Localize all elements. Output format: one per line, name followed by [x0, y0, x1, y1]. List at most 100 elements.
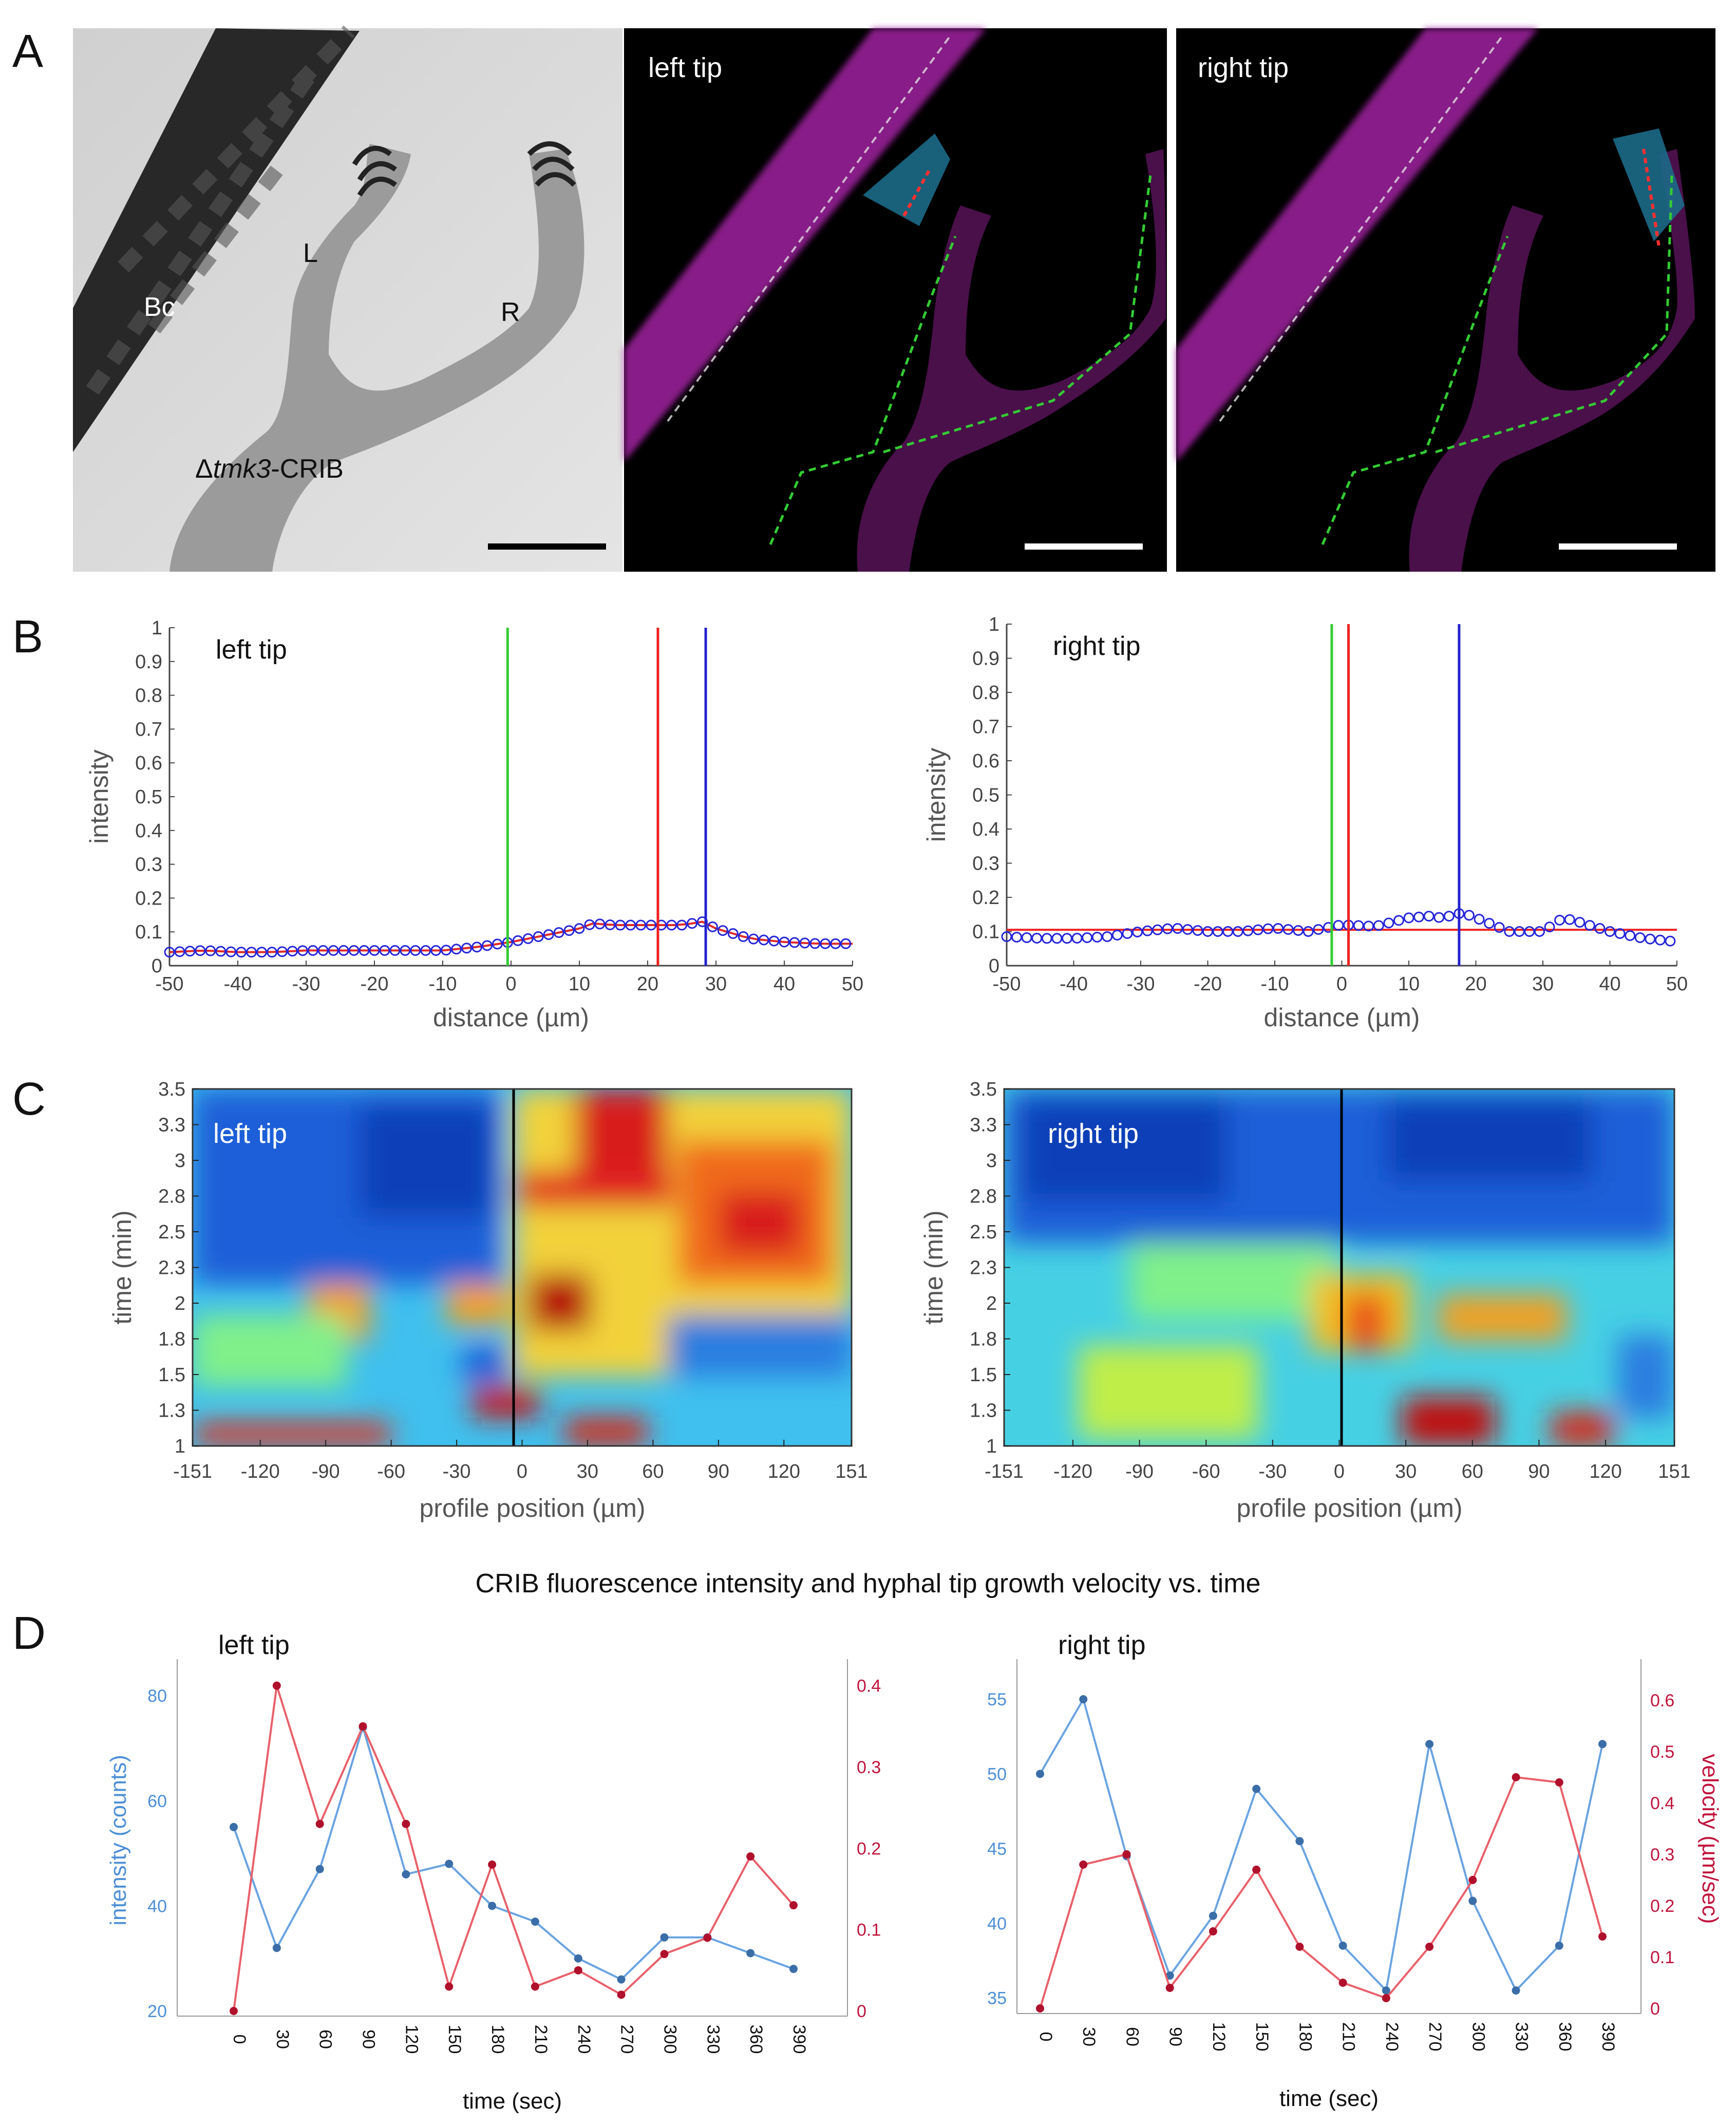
y-tick-label: 2.5	[158, 1221, 185, 1243]
data-point	[287, 946, 298, 957]
data-point	[1654, 934, 1666, 946]
x-tick-label: -60	[377, 1461, 405, 1482]
label-bc: Bc	[144, 292, 175, 322]
kymograph-left: left tip	[192, 1088, 853, 1447]
intensity-point	[1079, 1695, 1088, 1704]
intensity-point	[1512, 1986, 1520, 1995]
x-tick-label: 60	[1462, 1461, 1483, 1482]
velocity-point	[230, 2007, 238, 2015]
data-point	[533, 931, 544, 942]
data-point	[195, 945, 206, 956]
data-point	[1282, 924, 1294, 935]
data-point	[1102, 931, 1113, 942]
data-point	[1142, 925, 1153, 936]
data-point	[1423, 911, 1435, 922]
data-point	[830, 938, 841, 949]
x-tick-label: 60	[316, 2029, 335, 2049]
data-point	[297, 945, 308, 956]
velocity-point	[746, 1852, 755, 1861]
x-tick-label: 30	[273, 2029, 292, 2049]
y-tick-label: 1.8	[970, 1329, 997, 1350]
panel-letter-b: B	[12, 611, 43, 663]
data-point	[563, 925, 575, 936]
velocity-point	[1209, 1927, 1217, 1935]
intensity-point	[660, 1933, 669, 1942]
y-tick-label: 1	[152, 617, 162, 639]
data-point	[1041, 933, 1052, 944]
left-tick-label: 50	[987, 1765, 1007, 1784]
kymograph-right: right tip	[1003, 1088, 1675, 1447]
intensity-point	[1598, 1740, 1607, 1748]
x-tick-label: 0	[1036, 2032, 1055, 2042]
left-axis-label: intensity (counts)	[106, 1755, 131, 1926]
y-tick-label: 2.3	[158, 1257, 185, 1279]
y-tick-label: 3.3	[158, 1115, 185, 1136]
x-tick-label: 90	[1166, 2027, 1185, 2046]
y-tick-label: 0.2	[135, 888, 162, 909]
x-tick-label: 330	[1512, 2022, 1532, 2052]
intensity-point	[488, 1902, 497, 1910]
x-tick-label: 60	[642, 1461, 664, 1482]
velocity-point	[315, 1819, 324, 1828]
intensity-velocity-chart-left: 20 40 60 80 0 0.1 0.2 0.3 0.4 0 30 60 90 120 150 180 210…	[106, 1630, 881, 2114]
intensity-point	[1036, 1770, 1044, 1778]
x-tick-label: 50	[842, 973, 863, 995]
intensity-point	[1295, 1837, 1304, 1846]
label-l: L	[303, 238, 318, 268]
y-tick-label: 2	[175, 1293, 185, 1314]
y-tick-label: 1.3	[158, 1400, 185, 1422]
data-point	[1494, 922, 1505, 933]
data-point	[451, 944, 462, 955]
y-tick-label: 3	[175, 1150, 185, 1172]
velocity-point	[488, 1860, 497, 1869]
velocity-point	[1598, 1932, 1607, 1941]
y-tick-label: 0.7	[135, 719, 162, 740]
x-tick-label: 150	[445, 2025, 464, 2054]
data-point	[1172, 923, 1183, 934]
data-point	[1001, 931, 1012, 942]
data-point	[1122, 928, 1133, 939]
right-tip-marks	[527, 141, 576, 187]
right-tip-image-title: right tip	[1198, 52, 1289, 83]
profile-chart-left: 0 0.1 0.2 0.3 0.4 0.5 0.6 0.7 0.8 0.9 1 -50 -40 -30 -2…	[85, 617, 863, 1032]
x-tick-label: 240	[1382, 2022, 1402, 2052]
velocity-point	[272, 1681, 281, 1690]
data-point	[1474, 914, 1485, 925]
y-tick-label: 0.3	[135, 854, 162, 876]
y-tick-label: 3.5	[158, 1079, 185, 1100]
y-tick-label: 1.3	[970, 1400, 997, 1422]
y-tick-label: 2	[986, 1293, 997, 1314]
right-tick-label: 0.1	[1650, 1948, 1674, 1967]
right-tick-label: 0.1	[857, 1921, 881, 1940]
intensity-point	[1252, 1784, 1261, 1793]
data-point	[1433, 912, 1445, 923]
y-tick-label: 2.3	[970, 1257, 997, 1279]
data-point	[1011, 931, 1023, 943]
data-point	[379, 945, 390, 956]
data-point	[820, 938, 831, 949]
intensity-point	[1555, 1941, 1563, 1950]
data-point	[1162, 923, 1173, 934]
velocity-point	[1079, 1860, 1088, 1869]
data-point	[276, 946, 288, 957]
velocity-point	[617, 1990, 626, 1999]
chart-title: right tip	[1058, 1630, 1146, 1660]
intensity-point	[230, 1822, 238, 1831]
data-point	[1534, 926, 1545, 937]
right-tick-label: 0.2	[857, 1839, 881, 1858]
x-tick-label: 30	[1395, 1461, 1417, 1482]
data-point	[1484, 918, 1495, 929]
y-tick-label: 0.1	[135, 922, 162, 943]
x-axis-label: distance (µm)	[1264, 1003, 1420, 1032]
y-tick-label: 2.8	[970, 1186, 997, 1208]
data-point	[1192, 925, 1203, 936]
intensity-point	[746, 1949, 755, 1958]
y-tick-label: 0	[152, 955, 162, 977]
x-axis-label: profile position (µm)	[1236, 1494, 1462, 1522]
x-tick-label: 0	[517, 1461, 527, 1482]
data-point	[1554, 914, 1565, 926]
y-axis-label: intensity	[85, 749, 114, 843]
x-tick-label: 120	[402, 2025, 421, 2054]
data-point	[461, 943, 473, 954]
